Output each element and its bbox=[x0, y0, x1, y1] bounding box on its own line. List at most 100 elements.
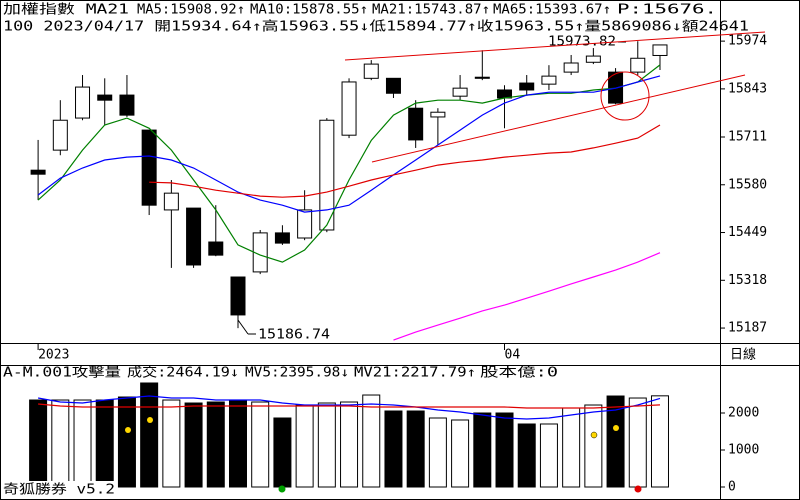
candle-body bbox=[30, 169, 46, 175]
high-annotation: 15973.82 bbox=[548, 35, 616, 50]
signal-dot bbox=[590, 431, 598, 439]
candle-body bbox=[163, 192, 179, 211]
y-tick-label: 15318 bbox=[728, 273, 767, 288]
volume-bar bbox=[295, 404, 314, 488]
y-tick-label: 15187 bbox=[728, 321, 767, 336]
volume-bar bbox=[406, 410, 425, 488]
volume-bar bbox=[95, 399, 114, 488]
period-label: 日線 bbox=[730, 347, 756, 363]
volume-bar bbox=[73, 399, 92, 488]
volume-bar bbox=[140, 382, 159, 488]
y-tick-label: 15580 bbox=[728, 177, 767, 192]
y-tick-label: 15711 bbox=[728, 130, 767, 145]
volume-bar bbox=[539, 423, 558, 488]
volume-title: A-M.001攻擊量 bbox=[3, 365, 121, 381]
plot: 15187 15318 15449 15580 15711 15843 15974 2023 0… bbox=[29, 34, 767, 495]
candle-body bbox=[230, 276, 246, 316]
candle-body bbox=[430, 111, 446, 118]
candle-body bbox=[341, 81, 357, 136]
volume-bar bbox=[117, 396, 136, 488]
candle-body bbox=[452, 87, 468, 97]
candle-body bbox=[319, 119, 335, 231]
line-series bbox=[37, 395, 661, 420]
candle-body bbox=[141, 129, 157, 206]
candle-body bbox=[119, 94, 135, 116]
volume-bar bbox=[606, 395, 625, 488]
volume-bar bbox=[340, 401, 359, 488]
volume-bar bbox=[206, 401, 225, 488]
signal-dot bbox=[125, 427, 131, 433]
candle-body bbox=[363, 63, 379, 79]
signal-dot bbox=[613, 425, 619, 431]
highlight-circle bbox=[600, 71, 650, 121]
trend-line bbox=[344, 31, 766, 61]
line-series bbox=[37, 64, 661, 263]
signal-dot bbox=[147, 417, 153, 423]
y-tick-label: 15974 bbox=[728, 34, 767, 49]
volume-bar bbox=[251, 401, 270, 488]
candle-body bbox=[297, 209, 313, 239]
candle-body bbox=[385, 77, 401, 94]
volume-bar bbox=[584, 404, 603, 488]
y-tick-label: 0 bbox=[728, 480, 736, 495]
volume-bar bbox=[628, 397, 647, 488]
candle-body bbox=[186, 207, 202, 266]
volume-bar bbox=[428, 417, 447, 488]
candle-body bbox=[652, 44, 668, 56]
volume-bar bbox=[29, 399, 48, 488]
candle-body bbox=[474, 76, 490, 79]
price-annotation: P:15676. bbox=[617, 3, 717, 18]
legend-entry: MA21:15743.87↑ bbox=[372, 3, 490, 18]
y-tick-label: 15843 bbox=[728, 81, 767, 96]
low-annotation: 15186.74 bbox=[258, 328, 330, 343]
volume-bar bbox=[317, 402, 336, 488]
line-series bbox=[37, 75, 661, 213]
volume-bar bbox=[562, 407, 581, 488]
candle-body bbox=[52, 119, 68, 151]
app-label-bg bbox=[1, 481, 117, 499]
line-series bbox=[149, 124, 661, 198]
candle-body bbox=[408, 107, 424, 141]
candle-body bbox=[541, 75, 557, 85]
candle-body bbox=[75, 86, 91, 119]
line-series bbox=[38, 403, 661, 409]
candle-body bbox=[519, 82, 535, 91]
legend-entry: 成交:2464.19↓ bbox=[127, 365, 239, 381]
signal-dot bbox=[278, 485, 286, 493]
y-tick-label: 1000 bbox=[728, 443, 759, 458]
trend-line bbox=[371, 74, 746, 163]
annotation-leader bbox=[237, 319, 249, 335]
legend-entry: MV21:2217.79↑ bbox=[354, 366, 476, 381]
volume-bar bbox=[650, 395, 669, 488]
volume-bar bbox=[184, 402, 203, 488]
line-series bbox=[393, 252, 661, 341]
volume-bar bbox=[273, 417, 292, 488]
legend-entry: MV5:2395.98↓ bbox=[245, 366, 349, 381]
candle-body bbox=[563, 62, 579, 73]
signal-dot bbox=[634, 485, 642, 493]
x-tick-label: 2023 bbox=[38, 348, 69, 363]
candle-body bbox=[274, 232, 290, 244]
y-tick-label: 2000 bbox=[728, 406, 759, 421]
volume-bar bbox=[517, 423, 536, 488]
candle-body bbox=[585, 55, 601, 63]
volume-bar bbox=[473, 412, 492, 488]
legend-entry: MA5:15908.92↑ bbox=[137, 3, 245, 18]
volume-annotation: 股本億:0 bbox=[480, 365, 558, 381]
candle-body bbox=[97, 94, 113, 101]
volume-bar bbox=[51, 399, 70, 488]
app-label: 奇狐勝券 v5.2 bbox=[3, 482, 115, 498]
legend-entry: MA10:15878.55↑ bbox=[250, 3, 368, 18]
volume-bar bbox=[162, 399, 181, 488]
volume-bar bbox=[384, 410, 403, 488]
x-tick-label: 04 bbox=[505, 348, 521, 363]
y-tick-label: 15449 bbox=[728, 225, 767, 240]
candle-body bbox=[630, 57, 646, 73]
volume-bar bbox=[451, 419, 470, 488]
chart-subtitle: 100 2023/04/17 開15934.64↑高15963.55↓低1589… bbox=[3, 19, 749, 35]
volume-bar bbox=[362, 394, 381, 488]
legend-entry: MA65:15393.67↑ bbox=[493, 3, 611, 18]
candle-body bbox=[208, 241, 224, 256]
